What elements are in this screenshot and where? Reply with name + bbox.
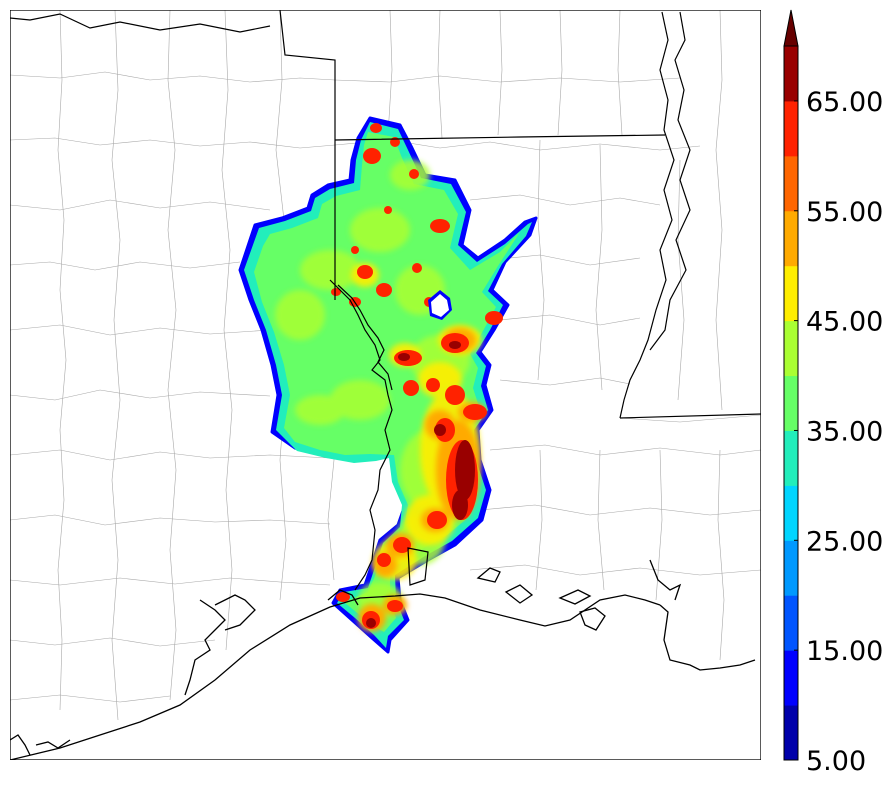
colorbar-tick-label: 55.00 [806, 197, 883, 228]
colorbar-segment [784, 485, 798, 541]
colorbar-segment [784, 210, 798, 267]
colorbar-tick-label: 15.00 [806, 636, 883, 667]
colorbar-segment [784, 375, 798, 431]
coastline [10, 559, 756, 760]
colorbar-segment [784, 595, 798, 651]
colorbar-tick-label: 65.00 [806, 87, 883, 118]
colorbar-segment [784, 320, 798, 377]
map-panel [10, 10, 761, 760]
colorbar-segments [784, 46, 798, 761]
colorbar-segment [784, 46, 798, 102]
county-boundaries [10, 10, 761, 721]
rivers [329, 11, 691, 591]
colorbar-segment [784, 650, 798, 706]
colorbar-tick-label: 45.00 [806, 307, 883, 338]
colorbar-tick-label: 35.00 [806, 416, 883, 447]
colorbar-segment [784, 540, 798, 596]
colorbar-frame [783, 45, 799, 761]
colorbar-segment [784, 100, 798, 157]
dark-red-cores [366, 341, 475, 628]
colorbar-segment [784, 430, 798, 486]
precipitation-field [238, 116, 538, 654]
colorbar-tick-label: 25.00 [806, 526, 883, 557]
colorbar-tick-label: 5.00 [806, 746, 866, 777]
colorbar-ticks: 5.00 15.00 25.00 35.00 45.00 55.00 65.00 [794, 87, 883, 777]
colorbar: 5.00 15.00 25.00 35.00 45.00 55.00 65.00 [783, 9, 883, 777]
colorbar-segment [784, 705, 798, 761]
field-hole-inner [431, 294, 449, 317]
colorbar-extend-arrow [783, 9, 799, 47]
colorbar-segment [784, 155, 798, 212]
state-boundaries [10, 10, 761, 419]
colorbar-segment [784, 265, 798, 322]
